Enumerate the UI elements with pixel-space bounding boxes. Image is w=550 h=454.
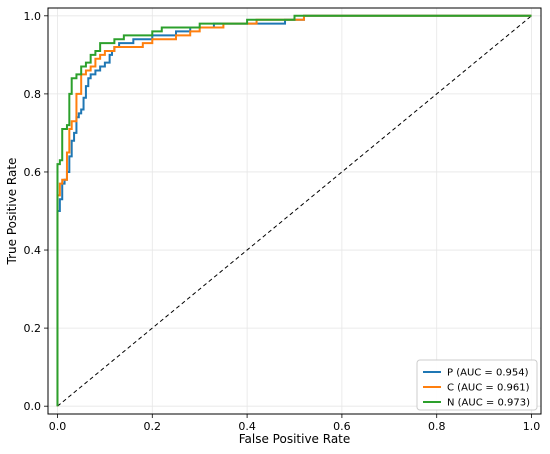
x-tick-label: 0.8 xyxy=(428,420,446,433)
reference-diagonal-line xyxy=(57,15,532,407)
x-tick-label: 1.0 xyxy=(523,420,541,433)
x-tick-label: 0.0 xyxy=(49,420,67,433)
x-axis-title: False Positive Rate xyxy=(239,432,351,446)
legend-label: N (AUC = 0.973) xyxy=(447,398,530,409)
y-tick-label: 0.0 xyxy=(24,400,42,413)
y-tick-label: 0.4 xyxy=(24,244,42,257)
roc-curve-c xyxy=(56,14,532,407)
reference-line-group xyxy=(57,15,532,407)
grid xyxy=(48,8,541,414)
x-tick-label: 0.4 xyxy=(238,420,256,433)
x-tick-label: 0.2 xyxy=(144,420,162,433)
legend-label: C (AUC = 0.961) xyxy=(447,383,530,394)
y-tick-label: 0.2 xyxy=(24,322,42,335)
roc-curve-n xyxy=(56,14,532,407)
y-tick-label: 0.8 xyxy=(24,88,42,101)
plot-frame xyxy=(47,7,542,415)
y-axis-title: True Positive Rate xyxy=(5,158,19,266)
legend-label: P (AUC = 0.954) xyxy=(447,368,529,379)
y-tick-label: 1.0 xyxy=(24,10,42,23)
series-group xyxy=(56,14,532,407)
legend-box xyxy=(416,359,538,411)
x-tick-label: 0.6 xyxy=(333,420,351,433)
y-tick-label: 0.6 xyxy=(24,166,42,179)
legend: P (AUC = 0.954) C (AUC = 0.961) N (AUC = 0… xyxy=(416,359,538,411)
ticks: 0.0 0.2 0.4 0.6 0.8 1.0 0.0 0.2 0.4 0.6 0.8 1.0 xyxy=(24,10,541,433)
